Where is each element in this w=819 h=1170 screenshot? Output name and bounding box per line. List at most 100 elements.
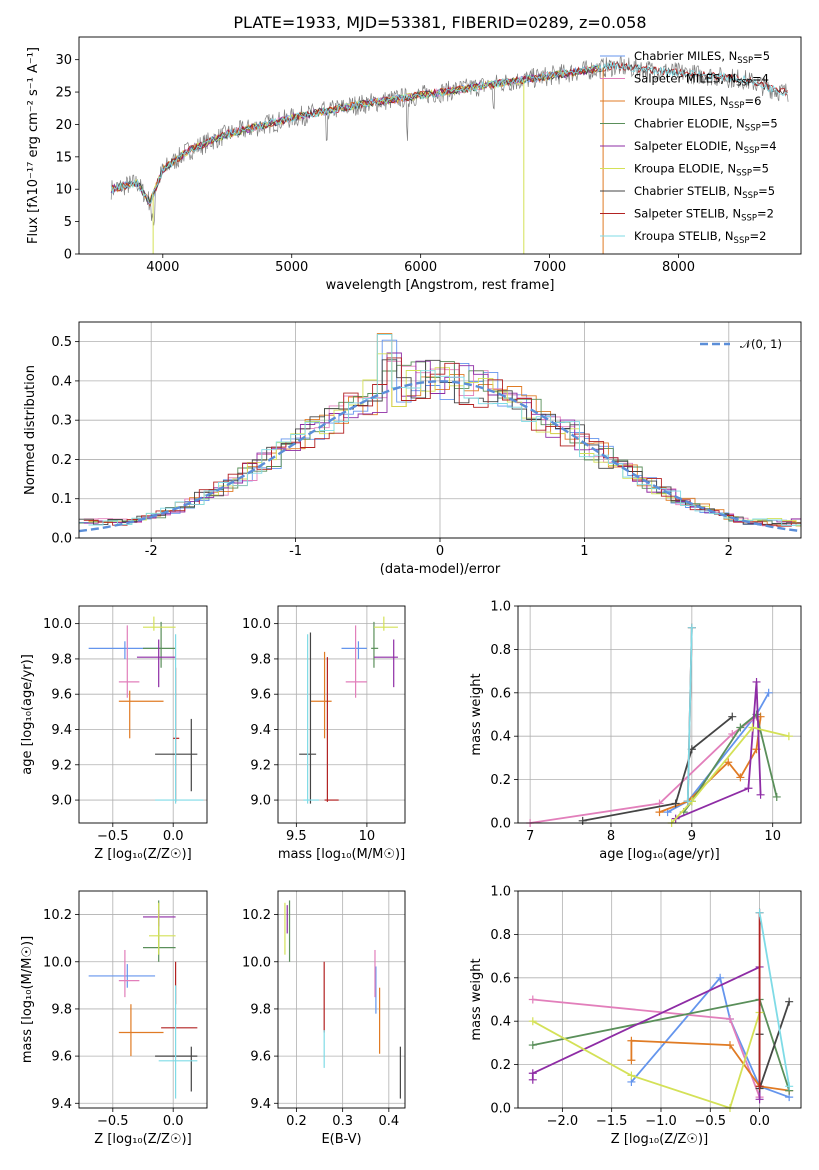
legend-label-sub: SSP [736,79,752,89]
legend-label-sub: SSP [736,169,752,179]
y-tick-label: 0.4 [490,1015,511,1030]
mass-age-xlabel: mass [log₁₀(M/M☉)] [278,847,405,862]
legend-label-tail: =4 [760,139,777,153]
age-weight-lines [526,623,793,827]
x-tick-label: 9.5 [286,829,307,844]
ebv-mass-axes: 0.2 0.3 0.4 9.4 9.6 9.8 10.0 10.2 [242,891,405,1129]
y-tick-label: 0.1 [51,492,72,507]
y-tick-label: 0.2 [51,453,72,468]
residuals-axes: -2 -1 0 1 2 0.0 0.1 0.2 0.3 0.4 0.5 [51,322,801,559]
model-spectrum-line [111,65,601,204]
y-tick-label: 0.2 [490,1058,511,1073]
legend-label: Salpeter STELIB, NSSP=2 [634,207,774,224]
x-tick-label: −1.0 [645,1114,677,1129]
y-tick-label: 5 [64,215,72,230]
y-tick-label: 0.6 [490,971,511,986]
legend-label: Kroupa ELODIE, NSSP=5 [634,162,769,179]
weight-marker [755,1095,764,1104]
spectrum-ylabel: Flux [fλ10⁻¹⁷ erg cm⁻² s⁻¹ A⁻¹] [26,47,41,244]
weight-marker [728,730,737,739]
y-tick-label: 9.8 [250,652,271,667]
weight-marker [756,790,765,799]
model-spectrum-line [110,64,601,208]
legend-label-main: Chabrier MILES, N [634,49,737,63]
z-weight-axes: −2.0 −1.5 −1.0 −0.5 0.0 0.0 0.2 0.4 0.6 0.8 1.0 [490,885,801,1129]
x-tick-label: 8 [607,829,615,844]
x-tick-label: -1 [289,544,302,559]
x-tick-label: 4000 [146,260,179,275]
weight-marker [724,758,733,767]
legend-label: Chabrier ELODIE, NSSP=5 [634,117,778,134]
x-tick-label: −0.5 [97,829,129,844]
x-tick-label: 0.2 [286,1114,307,1129]
y-tick-label: 0.8 [490,928,511,943]
z-mass-ylabel: mass [log₁₀(M/M☉)] [20,936,35,1063]
x-tick-label: −0.5 [97,1114,129,1129]
weight-line [532,998,761,1098]
legend-label-main: Salpeter MILES, N [634,72,736,86]
y-tick-label: 20 [55,118,72,133]
histogram-series [79,339,801,526]
legend-label-main: Salpeter ELODIE, N [634,139,744,153]
y-tick-label: 9.4 [51,1097,72,1112]
y-tick-label: 0.5 [51,335,72,350]
model-spectrum-line [110,66,601,208]
legend-label-tail: =2 [757,207,774,221]
ebv-mass-xlabel: E(B-V) [321,1132,361,1147]
histogram-series [83,357,801,527]
x-tick-label: −2.0 [547,1114,579,1129]
weight-marker [785,997,794,1006]
legend-label-main: Kroupa ELODIE, N [634,162,736,176]
x-tick-label: 10 [764,829,781,844]
x-tick-label: 0.3 [332,1114,353,1129]
model-spectrum-line [110,65,601,205]
weight-marker [716,973,725,982]
z-mass-axes: −0.5 0.0 9.4 9.6 9.8 10.0 10.2 [43,891,207,1129]
y-tick-label: 10.0 [242,617,271,632]
y-tick-label: 0.3 [51,414,72,429]
figure-title: PLATE=1933, MJD=53381, FIBERID=0289, z=0… [233,13,646,32]
x-tick-label: 10 [359,829,376,844]
ebv-mass-errorbars [284,900,401,1099]
y-tick-label: 0.8 [490,643,511,658]
weight-marker [726,1015,735,1024]
weight-marker [627,1056,636,1065]
legend-label-sub: SSP [742,191,758,201]
z-weight-lines [528,908,794,1112]
y-tick-label: 25 [55,86,72,101]
legend-label: Kroupa MILES, NSSP=6 [634,94,761,111]
weight-line [667,692,770,813]
weight-marker [728,712,737,721]
y-tick-label: 1.0 [490,600,511,615]
age-weight-ylabel: mass weight [469,673,484,755]
x-tick-label: 0.0 [163,1114,184,1129]
weight-marker [755,908,764,917]
z-mass-errorbars [88,900,198,1099]
legend-label-tail: =6 [744,94,761,108]
weight-marker [764,688,773,697]
legend-label-sub: SSP [744,146,760,156]
legend-label-main: Salpeter STELIB, N [634,207,741,221]
weight-marker [627,1036,636,1045]
y-tick-label: 0.0 [490,1102,511,1117]
legend-label-sub: SSP [745,124,761,134]
weight-line [670,726,790,824]
y-tick-label: 9.6 [51,688,72,703]
spectrum-lines [110,55,789,254]
histogram-series [88,333,801,527]
weight-marker [655,808,664,817]
y-tick-label: 10.0 [242,955,271,970]
normal-curve [79,380,801,533]
residuals-xlabel: (data-model)/error [380,562,501,577]
z-age-frame [78,605,208,824]
x-tick-label: 2 [725,544,733,559]
legend-label-sub: SSP [729,101,745,111]
mass-age-frame [277,605,406,824]
y-tick-label: 9.2 [250,758,271,773]
histogram-series [88,334,801,526]
weight-marker [755,1082,764,1091]
legend-label: Kroupa STELIB, NSSP=2 [634,229,766,246]
legend-label-tail: =2 [749,229,766,243]
mass-age-axes: 9.5 10 9.0 9.2 9.4 9.6 9.8 10.0 [242,606,405,844]
legend-label-main: Chabrier ELODIE, N [634,117,745,131]
